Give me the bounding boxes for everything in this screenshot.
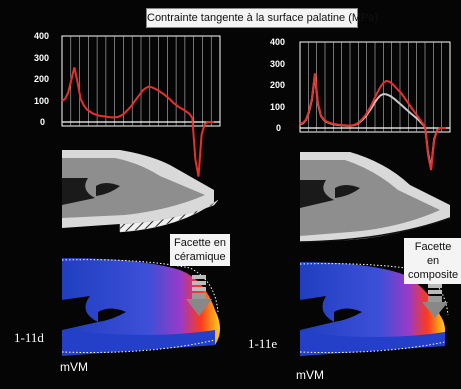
right-panel-id: 1-11e	[248, 336, 278, 351]
left-grid	[70, 36, 212, 126]
left-plot-frame	[61, 35, 221, 177]
left-callout-line1: Facette en	[174, 237, 226, 249]
left-force-arrow	[186, 275, 212, 316]
figure-title: Contrainte tangente à la surface palatin…	[146, 8, 378, 28]
right-y-tick-100: 100	[270, 102, 286, 112]
right-y-tick-200: 200	[270, 80, 286, 90]
left-y-tick-100: 100	[34, 96, 50, 106]
left-y-tick-300: 300	[34, 53, 50, 63]
left-model-label: mVM	[60, 360, 88, 374]
right-y-tick-0: 0	[276, 123, 282, 133]
right-plot-frame	[299, 41, 451, 171]
right-y-tick-400: 400	[270, 37, 286, 47]
left-panel-id: 1-11d	[14, 330, 44, 345]
left-y-tick-400: 400	[34, 31, 50, 41]
right-heatmap	[299, 262, 449, 356]
left-y-tick-200: 200	[34, 74, 50, 84]
left-heatmap	[61, 258, 220, 356]
left-callout-line2: céramique	[174, 251, 226, 263]
right-stress-curve	[299, 73, 446, 171]
right-y-tick-300: 300	[270, 59, 286, 69]
left-stress-curve	[61, 67, 214, 177]
left-tooth-section	[62, 150, 219, 233]
right-tooth-section	[299, 152, 451, 243]
right-callout: Facette en composite	[404, 238, 461, 284]
right-callout-line2: composite	[408, 269, 459, 281]
right-grid	[308, 42, 442, 132]
right-callout-line1: Facette en	[414, 241, 452, 267]
right-model-label: mVM	[296, 368, 324, 382]
left-y-tick-0: 0	[40, 117, 46, 127]
left-callout: Facette en céramique	[170, 234, 230, 266]
